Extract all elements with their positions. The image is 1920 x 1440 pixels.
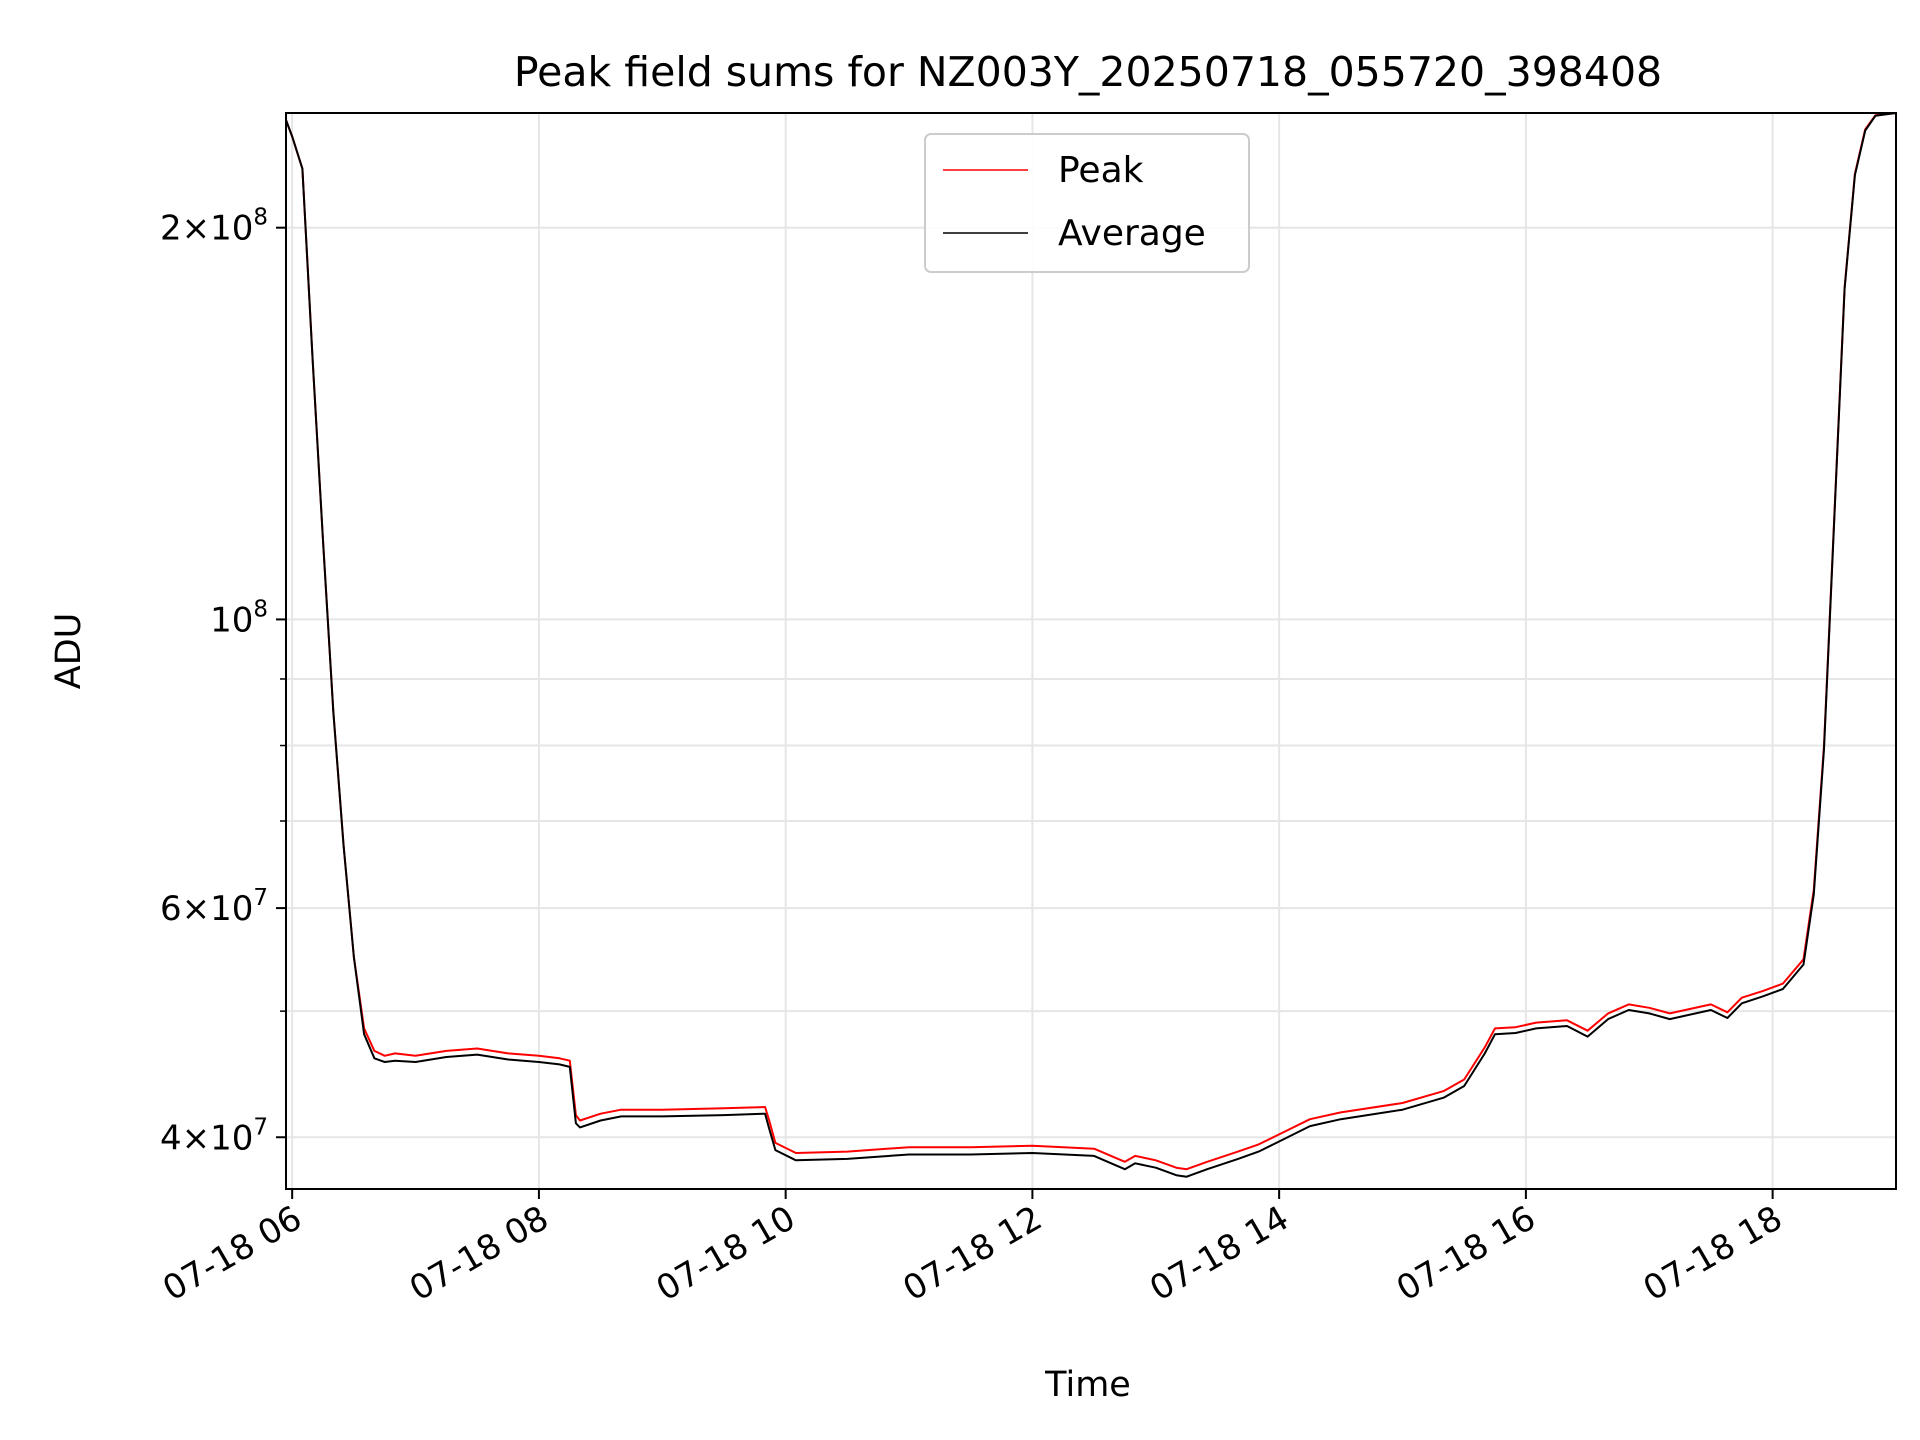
y-tick-base: 6×10 [160,889,253,929]
y-tick-base: 2×10 [160,209,253,249]
x-tick-label: 07-18 08 [403,1198,555,1309]
grid [286,113,1896,1189]
x-tick-label: 07-18 10 [650,1198,802,1309]
y-tick-label: 6×107 [160,885,268,929]
x-tick-label: 07-18 06 [156,1198,308,1309]
legend: Peak Average [924,133,1250,273]
y-tick-label: 2×108 [160,205,268,249]
series-line-peak [285,112,1897,1171]
legend-label-peak: Peak [1058,150,1144,191]
y-tick-exponent: 8 [253,596,268,622]
x-axis: 07-18 06 07-18 08 07-18 10 07-18 12 07-18 14… [156,1189,1789,1309]
y-tick-exponent: 7 [253,885,268,911]
y-tick-base: 4×10 [160,1118,253,1158]
x-tick-label: 07-18 16 [1390,1198,1542,1309]
y-axis-label: ADU [49,613,89,690]
y-tick-exponent: 8 [253,205,268,231]
y-tick-label: 4×107 [160,1114,268,1158]
y-tick-label: 108 [210,596,268,640]
legend-label-average: Average [1058,213,1206,254]
y-tick-exponent: 7 [253,1114,268,1140]
legend-box [924,133,1250,273]
series-layer [285,112,1897,1178]
x-tick-label: 07-18 18 [1637,1198,1789,1309]
plot-frame [285,112,1897,1190]
x-axis-label: Time [1044,1365,1131,1405]
x-tick-label: 07-18 12 [897,1198,1049,1309]
series-line-average [285,112,1897,1178]
x-tick-label: 07-18 14 [1143,1198,1295,1309]
y-tick-base: 10 [210,600,253,640]
chart-title: Peak field sums for NZ003Y_20250718_0557… [514,48,1662,96]
